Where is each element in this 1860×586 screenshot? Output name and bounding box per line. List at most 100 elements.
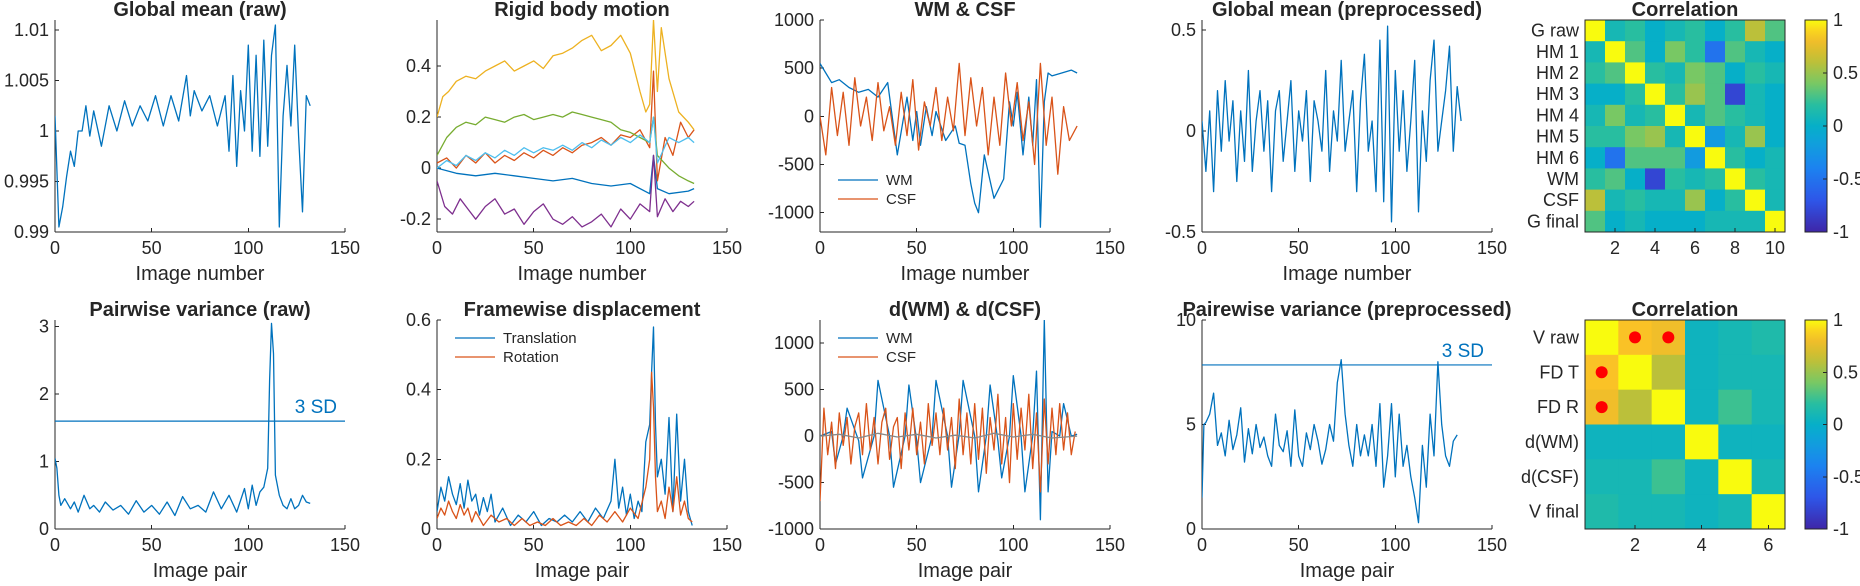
- x-tick-label: 0: [815, 535, 825, 555]
- chart-p6: 0 50 100 150 0 1 2 3 Pairwise variance (raw) Imag…: [39, 299, 360, 582]
- heatmap-cell: [1725, 147, 1746, 169]
- row-label: HM 4: [1536, 105, 1579, 125]
- series-line-0: [55, 322, 311, 517]
- chart-title: d(WM) & d(CSF): [889, 299, 1041, 321]
- heatmap-cell: [1705, 62, 1726, 84]
- heatmap-cell: [1605, 210, 1626, 233]
- x-tick-label: 0: [1197, 535, 1207, 555]
- heatmap-cell: [1625, 20, 1646, 42]
- heatmap-cell: [1665, 62, 1686, 84]
- heatmap-cell: [1685, 459, 1719, 495]
- row-label: d(CSF): [1521, 467, 1579, 487]
- y-tick-label: -1000: [768, 203, 814, 223]
- heatmap-cell: [1605, 189, 1626, 212]
- x-tick-label: 100: [615, 238, 645, 258]
- heatmap-cell: [1618, 459, 1653, 495]
- heatmap-cell: [1745, 83, 1766, 106]
- colorbar-tick-label: 1: [1833, 10, 1843, 30]
- heatmap-cell: [1745, 147, 1766, 169]
- heatmap-cell: [1751, 459, 1786, 495]
- row-label: FD T: [1539, 362, 1579, 382]
- y-tick-label: 0.4: [406, 56, 431, 76]
- series-line-0: [1202, 359, 1458, 524]
- heatmap-cell: [1685, 424, 1719, 460]
- heatmap-cell: [1585, 189, 1606, 212]
- series-line-wm: [820, 63, 1078, 228]
- heatmap-cell: [1685, 494, 1719, 530]
- heatmap-cell: [1645, 210, 1666, 233]
- series-line-2: [437, 20, 695, 131]
- heatmap-cell: [1651, 424, 1686, 460]
- heatmap-cell: [1665, 168, 1686, 190]
- heatmap-cell: [1765, 210, 1786, 233]
- x-axis-label: Image number: [1283, 263, 1412, 285]
- legend-entry: WM: [886, 330, 913, 347]
- heatmap-cell: [1685, 210, 1706, 233]
- heatmap-cell: [1725, 126, 1746, 148]
- heatmap-cell: [1745, 62, 1766, 84]
- y-tick-label: -500: [778, 155, 814, 175]
- x-tick-label: 50: [1289, 535, 1309, 555]
- series-line-0: [1202, 25, 1462, 223]
- heatmap-cell: [1685, 168, 1706, 190]
- heatmap-cell: [1725, 62, 1746, 84]
- x-axis-label: Image pair: [153, 560, 248, 582]
- significance-marker: [1662, 331, 1675, 344]
- heatmap-cell: [1705, 168, 1726, 190]
- series-line-0: [55, 24, 311, 228]
- row-label: V final: [1529, 502, 1579, 522]
- x-tick-label: 2: [1610, 238, 1620, 258]
- x-tick-label: 10: [1765, 238, 1785, 258]
- heatmap-cell: [1725, 168, 1746, 190]
- heatmap-cell: [1718, 354, 1753, 391]
- heatmap-cell: [1725, 104, 1746, 127]
- heatmap-cell: [1605, 104, 1626, 127]
- heatmap-cell: [1585, 126, 1606, 148]
- x-axis-label: Image number: [901, 263, 1030, 285]
- significance-marker: [1595, 366, 1608, 379]
- series-line-0: [437, 154, 695, 195]
- heatmap-cell: [1725, 41, 1746, 63]
- heatmap-cell: [1645, 20, 1666, 42]
- x-tick-label: 50: [1289, 238, 1309, 258]
- series-line-5: [437, 116, 695, 169]
- x-tick-label: 50: [524, 238, 544, 258]
- x-tick-label: 100: [615, 535, 645, 555]
- chart-p7: 0 50 100 150 0 0.2 0.4 0.6 Framewise displacemen…: [406, 299, 742, 582]
- y-tick-label: 500: [784, 380, 814, 400]
- x-tick-label: 100: [233, 535, 263, 555]
- x-tick-label: 0: [432, 238, 442, 258]
- heatmap-cell: [1685, 41, 1706, 63]
- heatmap-cell: [1625, 168, 1646, 190]
- heatmap-cell: [1745, 168, 1766, 190]
- colorbar: 1 0.5 0 -0.5 -1: [1804, 310, 1860, 539]
- chart-p3: 0 50 100 150 -1000 -500 0 500 1000 WM & CSF Image …: [768, 0, 1125, 285]
- y-tick-label: 3: [39, 317, 49, 337]
- heatmap-cell: [1605, 62, 1626, 84]
- series-line-translation: [437, 326, 693, 527]
- heatmap-frame: [1584, 19, 1786, 233]
- heatmap-cell: [1665, 147, 1686, 169]
- heatmap-cell: [1765, 20, 1786, 42]
- heatmap-cell: [1765, 189, 1786, 212]
- y-tick-label: 0.5: [1171, 20, 1196, 40]
- heatmap-cell: [1645, 62, 1666, 84]
- y-tick-label: 0: [1186, 121, 1196, 141]
- y-tick-label: -0.2: [400, 209, 431, 229]
- legend: WM CSF: [838, 330, 916, 366]
- row-label: WM: [1547, 169, 1579, 189]
- x-axis-label: Image pair: [918, 560, 1013, 582]
- x-tick-label: 150: [1477, 535, 1507, 555]
- heatmap-cell: [1765, 62, 1786, 84]
- heatmap-cell: [1625, 62, 1646, 84]
- heatmap-cell: [1765, 147, 1786, 169]
- heatmap-cell: [1585, 459, 1619, 495]
- x-tick-label: 0: [815, 238, 825, 258]
- series-line-csf: [820, 62, 1078, 175]
- x-axis-label: Image pair: [1300, 560, 1395, 582]
- heatmap-cell: [1725, 189, 1746, 212]
- heatmap-cell: [1585, 41, 1606, 63]
- heatmap-cell: [1625, 41, 1646, 63]
- chart-title: Framewise displacement: [464, 299, 701, 321]
